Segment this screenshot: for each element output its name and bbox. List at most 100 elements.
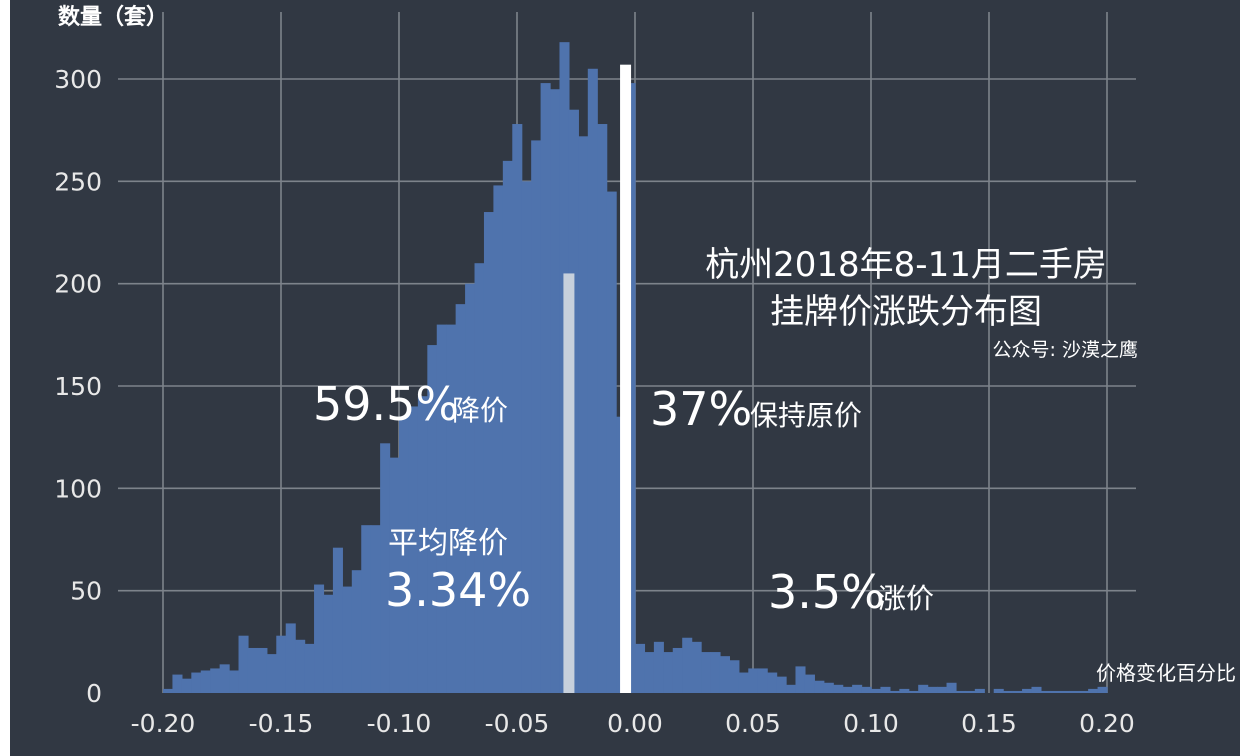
- highlight-layer: [563, 64, 632, 693]
- histogram-bar: [644, 652, 655, 693]
- histogram-bar: [521, 181, 532, 694]
- histogram-bar: [1059, 690, 1070, 693]
- x-tick-label: 0.10: [843, 709, 899, 738]
- decrease-label: 降价: [452, 394, 508, 427]
- histogram-bar: [701, 652, 712, 693]
- histogram-bar: [578, 136, 589, 694]
- histogram-bar: [550, 89, 561, 693]
- x-tick-label: -0.15: [249, 709, 314, 738]
- histogram-bar: [823, 682, 834, 693]
- histogram-bar: [606, 191, 617, 694]
- x-tick-label: 0.15: [961, 709, 1017, 738]
- source-credit: 公众号: 沙漠之鹰: [993, 339, 1138, 361]
- histogram-bar: [238, 635, 249, 693]
- histogram-bar: [937, 686, 948, 693]
- average-decrease-value: 3.34%: [385, 563, 531, 617]
- histogram-bar: [474, 263, 485, 693]
- histogram-bar: [587, 68, 598, 694]
- decrease-percent: 59.5%: [313, 377, 459, 431]
- histogram-bar: [908, 690, 919, 693]
- y-tick-label: 200: [54, 270, 102, 299]
- histogram-bar: [181, 678, 192, 693]
- histogram-bar: [342, 586, 353, 693]
- x-tick-label: 0.20: [1079, 709, 1135, 738]
- histogram-bar: [757, 668, 768, 693]
- histogram-bar: [1031, 686, 1042, 693]
- chart-title-line2: 挂牌价涨跌分布图: [770, 292, 1042, 332]
- histogram-bar: [899, 688, 910, 693]
- histogram-bar: [389, 457, 400, 693]
- y-tick-label: 50: [70, 577, 102, 606]
- x-tick-label: -0.20: [131, 709, 196, 738]
- histogram-bar: [880, 686, 891, 693]
- x-tick-label: -0.10: [367, 709, 432, 738]
- histogram-bar: [295, 639, 306, 693]
- histogram-bar: [1097, 686, 1108, 693]
- histogram-bar: [852, 684, 863, 693]
- histogram-bar: [927, 686, 938, 693]
- highlight-bar: [620, 64, 632, 693]
- histogram-bar: [795, 666, 806, 693]
- histogram-bar: [871, 688, 882, 693]
- histogram-bar: [786, 684, 797, 693]
- histogram-bar: [351, 570, 362, 693]
- histogram-bar: [502, 160, 513, 693]
- histogram-bar: [163, 688, 174, 693]
- histogram-bar: [531, 140, 542, 693]
- histogram-bar: [257, 647, 268, 693]
- histogram-bar: [1069, 690, 1080, 693]
- x-axis-title: 价格变化百分比: [1096, 661, 1236, 685]
- histogram-bar: [266, 654, 277, 693]
- histogram-bar: [427, 345, 438, 693]
- histogram-bar: [219, 664, 230, 693]
- histogram-bar: [597, 124, 608, 693]
- histogram-bar: [842, 686, 853, 693]
- histogram-bar: [1050, 690, 1061, 693]
- histogram-bar: [540, 83, 551, 694]
- y-axis-title: 数量（套）: [58, 4, 168, 30]
- histogram-bar: [210, 668, 221, 693]
- histogram-bar: [1022, 688, 1033, 693]
- histogram-bar: [446, 324, 457, 693]
- histogram-bar: [370, 525, 381, 693]
- histogram-bar: [918, 684, 929, 693]
- histogram-bar: [361, 525, 372, 693]
- histogram-bar: [191, 672, 202, 693]
- y-tick-label: 300: [54, 65, 102, 94]
- histogram-bar: [493, 185, 504, 693]
- histogram-bar: [1078, 690, 1089, 693]
- histogram-bar: [833, 684, 844, 693]
- histogram-bar: [332, 547, 343, 693]
- highlight-bar: [563, 273, 575, 693]
- histogram-bar: [455, 304, 466, 693]
- y-tick-label: 0: [86, 679, 102, 708]
- histogram-bar: [276, 635, 287, 693]
- chart-title-line1: 杭州2018年8-11月二手房: [705, 245, 1107, 285]
- histogram-bar: [691, 641, 702, 693]
- histogram-bar: [635, 643, 646, 693]
- x-tick-label: 0.05: [725, 709, 781, 738]
- histogram-bar: [719, 656, 730, 693]
- histogram-bar: [229, 670, 240, 693]
- histogram-bar: [323, 594, 334, 693]
- histogram-bar: [200, 670, 211, 693]
- histogram-bar: [814, 680, 825, 693]
- histogram-bar: [417, 396, 428, 693]
- histogram-bar: [436, 324, 447, 693]
- histogram-bar: [408, 406, 419, 693]
- histogram-bar: [729, 660, 740, 693]
- x-tick-label: 0.00: [607, 709, 663, 738]
- histogram-bar: [738, 672, 749, 693]
- x-tick-label: -0.05: [485, 709, 550, 738]
- histogram-bar: [748, 668, 759, 693]
- histogram-bar: [663, 652, 674, 693]
- y-tick-label: 150: [54, 372, 102, 401]
- histogram-bar: [974, 688, 985, 693]
- unchanged-label: 保持原价: [750, 399, 862, 432]
- y-tick-label: 250: [54, 167, 102, 196]
- histogram-bar: [314, 584, 325, 693]
- histogram-bar: [672, 647, 683, 693]
- histogram-bar: [512, 124, 523, 693]
